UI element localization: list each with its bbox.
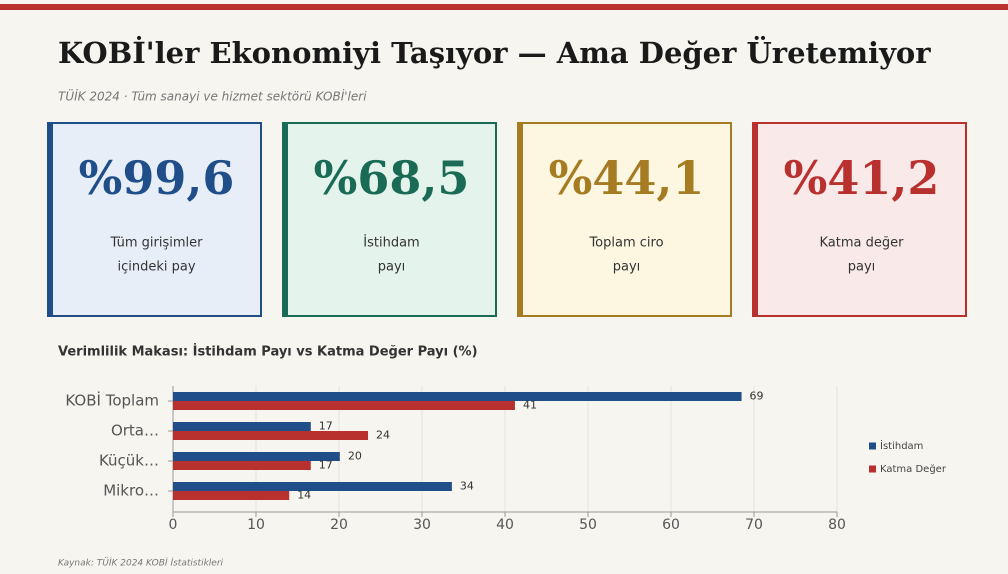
- y-tick-label: Mikro…: [103, 482, 159, 500]
- bar: [173, 452, 340, 461]
- card-accent: [517, 122, 523, 317]
- card-label: Katma değer: [820, 236, 905, 251]
- x-tick-label: 60: [662, 517, 680, 533]
- card-label: payı: [848, 260, 876, 275]
- x-tick-label: 50: [579, 517, 597, 533]
- x-tick-label: 0: [169, 517, 178, 533]
- x-tick-label: 70: [745, 517, 763, 533]
- x-tick-label: 20: [330, 517, 348, 533]
- bar: [173, 491, 290, 500]
- card: [752, 122, 967, 317]
- y-tick-label: Küçük…: [99, 452, 159, 470]
- source: Kaynak: TÜİK 2024 KOBİ İstatistikleri: [58, 558, 224, 569]
- card-value: %68,5: [314, 151, 470, 205]
- page-title: KOBİ'ler Ekonomiyi Taşıyor — Ama Değer Ü…: [58, 34, 931, 70]
- bar: [173, 392, 742, 401]
- data-label: 17: [319, 420, 333, 433]
- card-accent: [752, 122, 758, 317]
- x-tick-label: 80: [828, 517, 846, 533]
- legend-swatch: [869, 465, 876, 473]
- data-label: 14: [297, 489, 311, 502]
- card-value: %41,2: [784, 151, 940, 205]
- chart-title: Verimlilik Makası: İstihdam Payı vs Katm…: [58, 344, 478, 360]
- card-value: %44,1: [549, 151, 705, 205]
- bar: [173, 482, 452, 491]
- data-label: 34: [460, 480, 474, 493]
- data-label: 20: [348, 450, 362, 463]
- card: [47, 122, 262, 317]
- bar: [173, 401, 515, 410]
- x-tick-label: 10: [247, 517, 265, 533]
- x-tick-label: 30: [413, 517, 431, 533]
- data-label: 17: [319, 459, 333, 472]
- card-label: içindeki pay: [117, 260, 195, 275]
- card-label: payı: [378, 260, 406, 275]
- card-label: İstihdam: [363, 235, 419, 251]
- card: [282, 122, 497, 317]
- data-label: 24: [376, 429, 390, 442]
- card-label: Toplam ciro: [588, 236, 663, 251]
- card-value: %99,6: [79, 151, 235, 205]
- data-label: 69: [750, 390, 764, 403]
- y-tick-label: Orta…: [111, 422, 159, 440]
- bar: [173, 431, 369, 440]
- card: [517, 122, 732, 317]
- legend-label: İstihdam: [880, 439, 923, 452]
- bar: [173, 422, 311, 431]
- y-tick-label: KOBİ Toplam: [65, 391, 159, 410]
- top-bar: [0, 4, 1008, 10]
- data-label: 41: [523, 399, 537, 412]
- legend-label: Katma Değer: [880, 463, 947, 475]
- bar: [173, 461, 311, 470]
- legend-swatch: [869, 442, 876, 450]
- card-accent: [282, 122, 288, 317]
- card-accent: [47, 122, 53, 317]
- subtitle: TÜİK 2024 · Tüm sanayi ve hizmet sektörü…: [58, 88, 367, 104]
- card-label: Tüm girişimler: [109, 236, 203, 251]
- x-tick-label: 40: [496, 517, 514, 533]
- card-label: payı: [613, 260, 641, 275]
